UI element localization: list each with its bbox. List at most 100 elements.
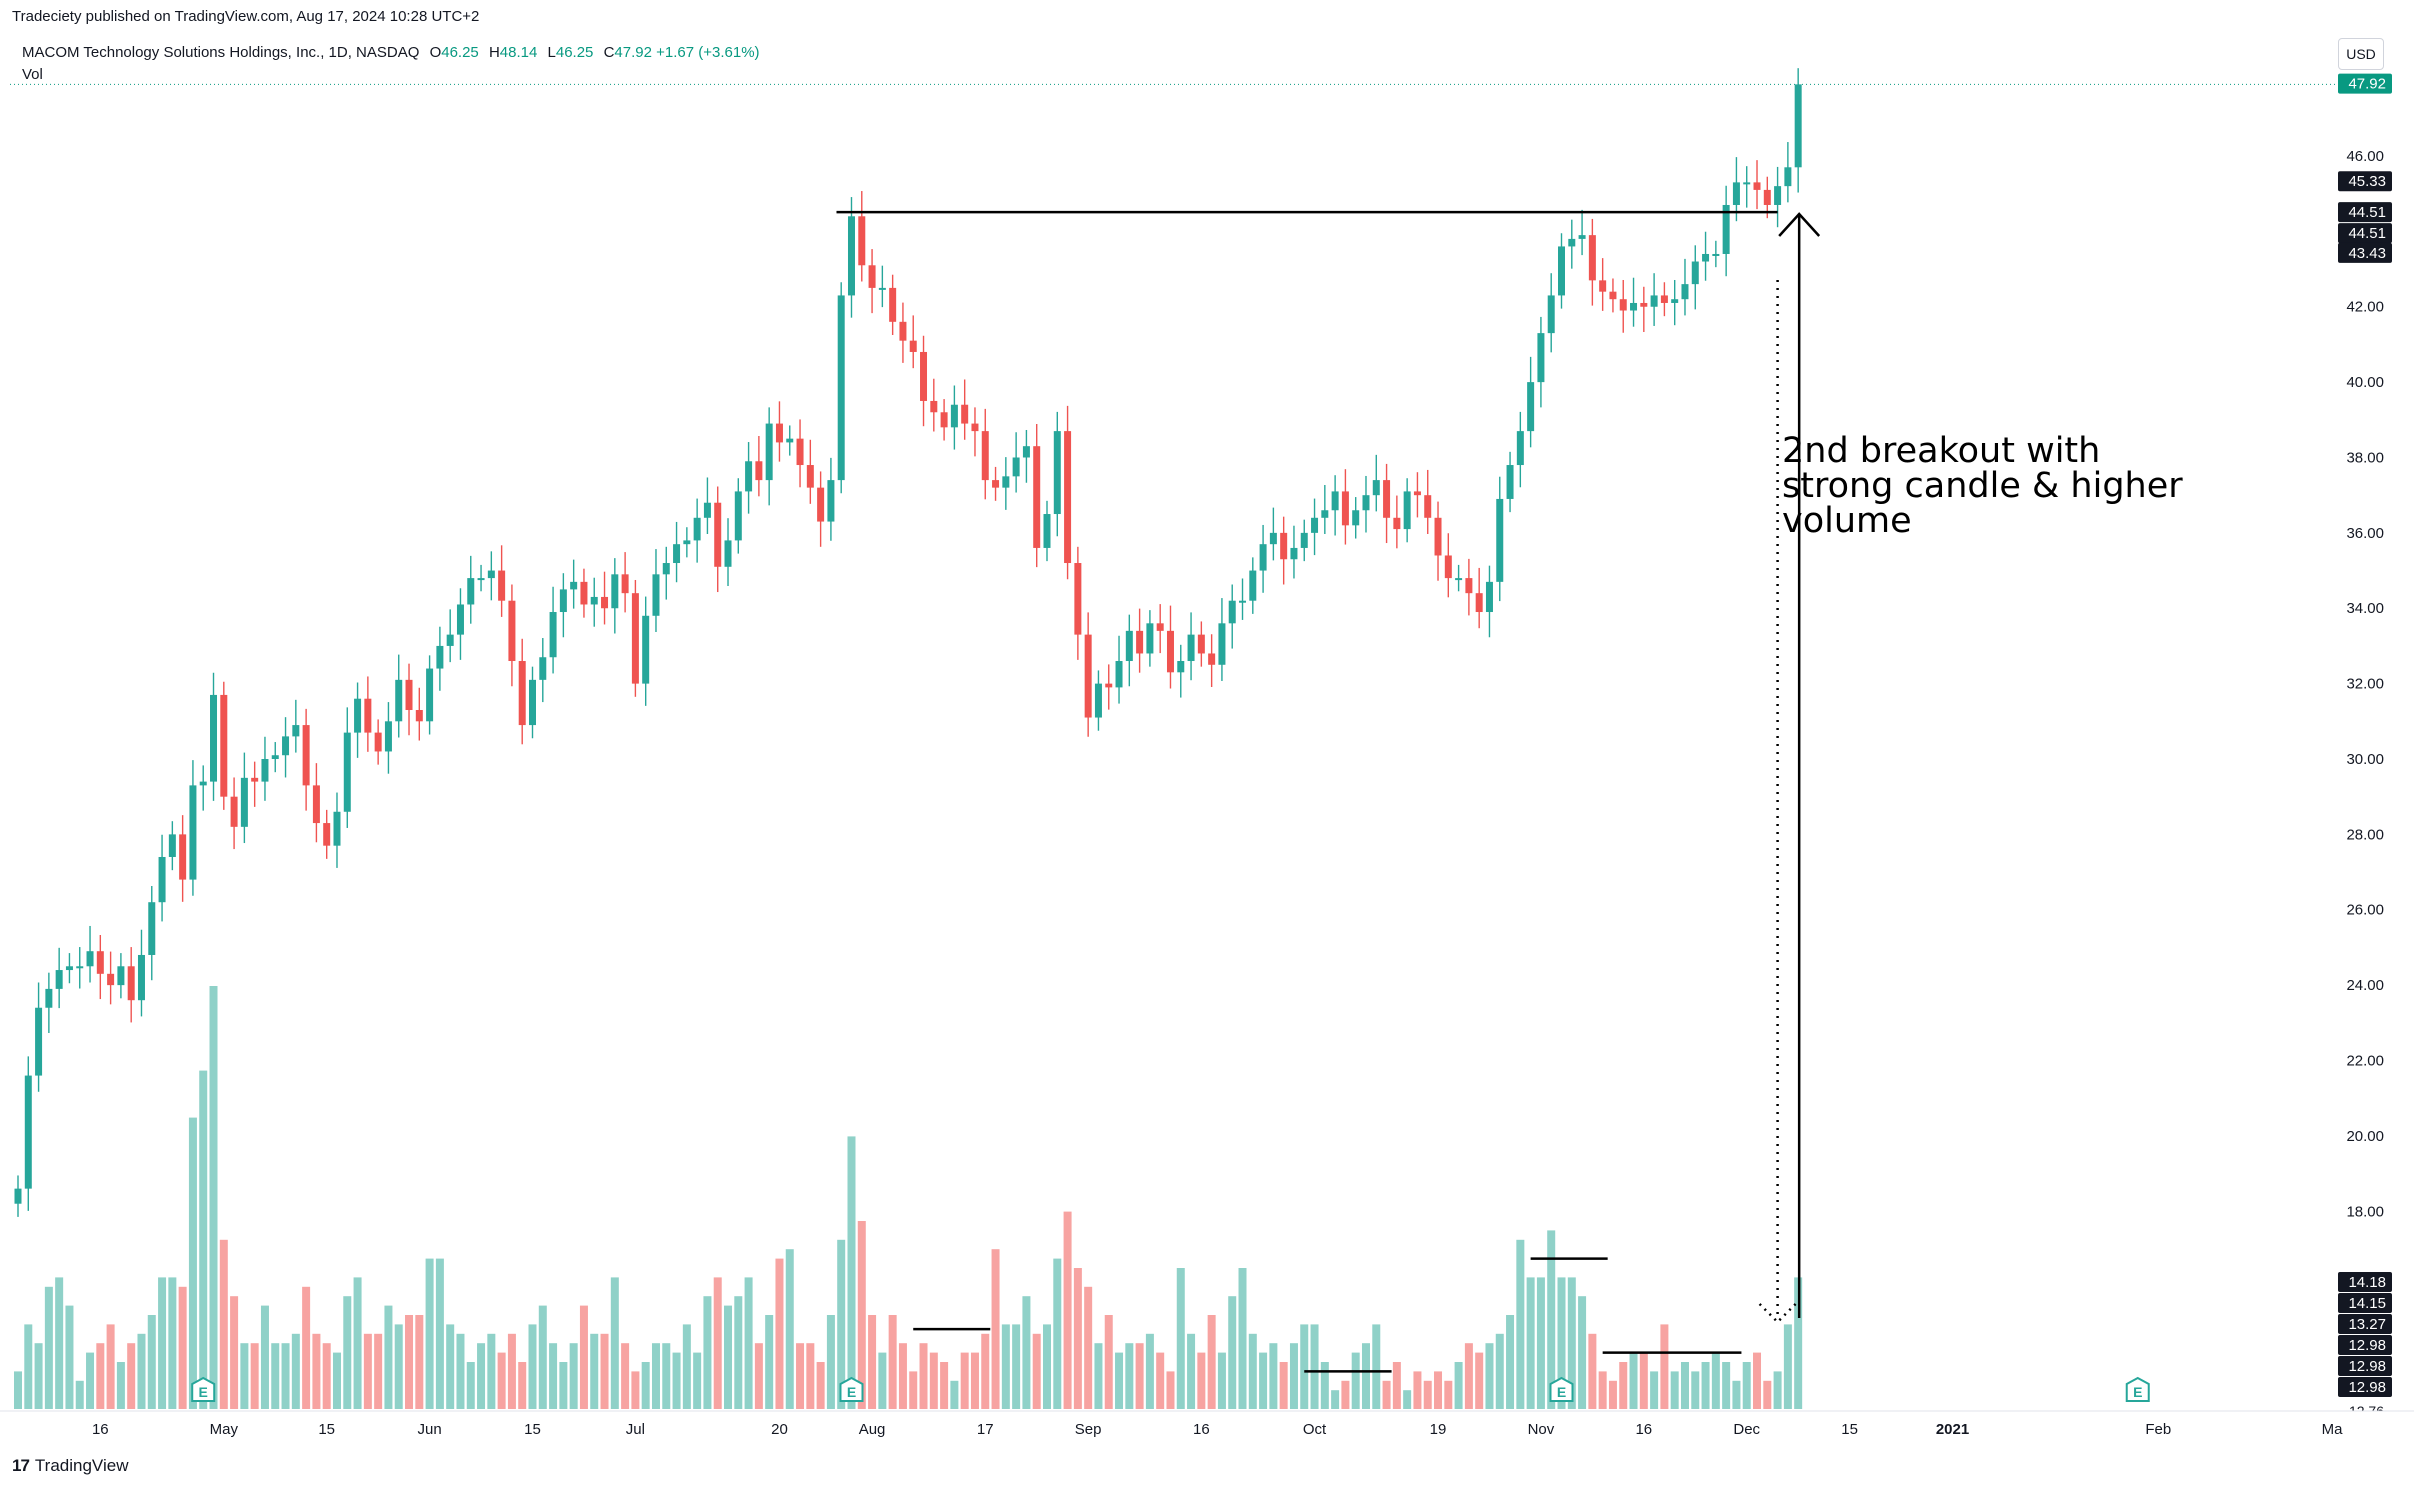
volume-bar xyxy=(579,1305,588,1409)
candle-body xyxy=(1156,623,1164,631)
volume-bar xyxy=(713,1277,722,1409)
candle-body xyxy=(1506,465,1514,499)
volume-bar xyxy=(641,1362,650,1409)
candle-body xyxy=(1794,84,1802,168)
candle-body xyxy=(971,423,979,432)
volume-bar xyxy=(127,1343,136,1409)
currency-button[interactable]: USD xyxy=(2338,38,2384,70)
candle-body xyxy=(1558,246,1565,296)
volume-bar xyxy=(837,1239,846,1409)
volume-bar xyxy=(744,1277,753,1409)
candle-body xyxy=(1239,600,1247,603)
volume-bar xyxy=(662,1343,671,1409)
volume-bar xyxy=(610,1277,619,1409)
candle-body xyxy=(1218,623,1226,665)
candle-body xyxy=(611,574,619,609)
volume-bar xyxy=(86,1352,95,1409)
volume-bar xyxy=(1680,1362,1689,1409)
candle-body xyxy=(1537,333,1545,383)
volume-bar xyxy=(1732,1380,1741,1409)
volume-bar xyxy=(1259,1352,1268,1409)
candle-body xyxy=(878,287,886,290)
volume-bar xyxy=(260,1305,269,1409)
published-by-text: Tradeciety published on TradingView.com,… xyxy=(12,8,480,25)
volume-bar xyxy=(1320,1362,1329,1409)
high-value: 48.14 xyxy=(499,44,538,61)
volume-bar xyxy=(1176,1268,1185,1409)
time-tick-label: 2021 xyxy=(1936,1421,1969,1438)
volume-bar xyxy=(116,1362,125,1409)
candle-body xyxy=(1588,235,1596,281)
volume-bar xyxy=(703,1296,712,1409)
volume-bar xyxy=(1423,1380,1432,1409)
volume-bar xyxy=(1578,1296,1587,1409)
candle-body xyxy=(405,679,413,711)
volume-bar xyxy=(621,1343,630,1409)
volume-bar xyxy=(1228,1296,1237,1409)
volume-bar xyxy=(1434,1371,1443,1409)
earnings-marker-label: E xyxy=(2133,1384,2142,1400)
candle-body xyxy=(1784,167,1792,187)
candle-body xyxy=(1105,683,1113,688)
candle-body xyxy=(1547,295,1555,334)
candle-body xyxy=(436,645,444,669)
volume-bar xyxy=(374,1333,383,1409)
candle-body xyxy=(415,710,423,722)
volume-bar xyxy=(1197,1352,1206,1409)
price-tick-label: 28.00 xyxy=(2346,826,2384,843)
volume-bar xyxy=(775,1258,784,1409)
earnings-marker: E xyxy=(1549,1376,1574,1402)
volume-bar xyxy=(868,1315,877,1409)
volume-bar xyxy=(528,1324,537,1409)
candle-body xyxy=(395,679,403,722)
volume-bar xyxy=(1351,1352,1360,1409)
candle-body xyxy=(1341,491,1349,526)
volume-bar xyxy=(1001,1324,1010,1409)
volume-badge-bg xyxy=(2338,1335,2392,1355)
candle-body xyxy=(1187,634,1195,662)
volume-bar xyxy=(724,1305,733,1409)
volume-bar xyxy=(981,1333,990,1409)
volume-bar xyxy=(446,1324,455,1409)
volume-bar xyxy=(106,1324,115,1409)
volume-bar xyxy=(1753,1352,1762,1409)
volume-bar xyxy=(693,1352,702,1409)
volume-bar xyxy=(1598,1371,1607,1409)
volume-bar xyxy=(302,1286,311,1409)
volume-badge-bg xyxy=(2338,1377,2392,1397)
candle-body xyxy=(981,431,989,481)
candle-body xyxy=(261,758,269,782)
volume-axis-badge: 14.15 xyxy=(2338,1293,2392,1313)
candle-body xyxy=(220,694,228,797)
breakout-annotation[interactable]: 2nd breakout with strong candle & higher… xyxy=(1782,431,2183,541)
volume-bar xyxy=(1238,1268,1247,1409)
low-value: 46.25 xyxy=(555,44,594,61)
volume-bar xyxy=(1444,1380,1453,1409)
volume-bar xyxy=(1156,1352,1165,1409)
price-tick-label: 26.00 xyxy=(2346,902,2384,919)
candle-body xyxy=(786,438,794,443)
price-badge-bg xyxy=(2338,171,2392,192)
candle-body xyxy=(1753,182,1761,190)
volume-bar xyxy=(1115,1352,1124,1409)
volume-badge-bg xyxy=(2338,1272,2392,1292)
candle-body xyxy=(210,694,218,782)
time-tick-label: Jun xyxy=(418,1421,442,1438)
candle-body xyxy=(1681,284,1689,300)
price-tick-label: 42.00 xyxy=(2346,299,2384,316)
candle-body xyxy=(1609,291,1617,300)
candle-body xyxy=(909,340,917,352)
candle-body xyxy=(889,287,897,322)
volume-legend-label[interactable]: Vol xyxy=(22,66,43,83)
tradingview-logo[interactable]: 17 TradingView xyxy=(12,1456,128,1476)
volume-bar xyxy=(1032,1333,1041,1409)
volume-bar xyxy=(394,1324,403,1409)
candle-body xyxy=(662,563,670,575)
volume-bar xyxy=(1413,1371,1422,1409)
candle-body xyxy=(498,570,506,601)
volume-bar xyxy=(1073,1268,1082,1409)
candle-body xyxy=(1640,302,1648,307)
change-value: +1.67 (+3.61%) xyxy=(656,44,760,61)
candle-body xyxy=(734,491,742,541)
